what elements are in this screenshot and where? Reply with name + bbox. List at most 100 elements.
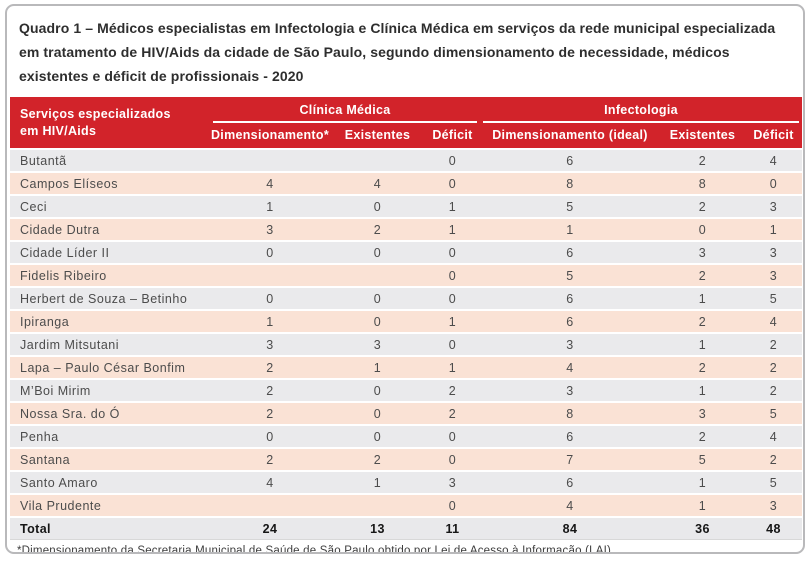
- value-cell: 2: [745, 355, 803, 379]
- value-cell: 0: [425, 263, 481, 287]
- table-row: M’Boi Mirim 2 0 2 3 1 2: [10, 378, 803, 402]
- value-cell: 0: [425, 240, 481, 264]
- value-cell: 1: [480, 217, 661, 241]
- table-row: Ceci 1 0 1 5 2 3: [10, 194, 803, 218]
- value-cell: 3: [480, 378, 661, 402]
- value-cell: 0: [330, 424, 425, 448]
- value-cell: 2: [210, 378, 330, 402]
- value-cell: 2: [425, 401, 481, 425]
- value-cell: 5: [480, 194, 661, 218]
- value-cell: 36: [660, 516, 746, 540]
- value-cell: 2: [330, 217, 425, 241]
- value-cell: 7: [480, 447, 661, 471]
- value-cell: 1: [660, 286, 746, 310]
- value-cell: 6: [480, 470, 661, 494]
- quadro-1-table: Serviços especializados em HIV/Aids Clín…: [10, 97, 803, 540]
- table-row: Campos Elíseos 4 4 0 8 8 0: [10, 171, 803, 195]
- header-subcolumn-row: Dimensionamento* Existentes Déficit Dime…: [10, 123, 803, 149]
- value-cell: 0: [330, 194, 425, 218]
- value-cell: 6: [480, 240, 661, 264]
- value-cell: 0: [425, 332, 481, 356]
- value-cell: 5: [660, 447, 746, 471]
- value-cell: 0: [425, 286, 481, 310]
- title-line: em tratamento de HIV/Aids da cidade de S…: [19, 44, 730, 60]
- group-label: Clínica Médica: [213, 103, 478, 123]
- title-line: existentes e déficit de profissionais - …: [19, 68, 304, 84]
- value-cell: 3: [745, 493, 803, 517]
- service-name-cell: Ipiranga: [10, 309, 210, 333]
- value-cell: 1: [210, 309, 330, 333]
- value-cell: 0: [210, 286, 330, 310]
- row-header-services: Serviços especializados em HIV/Aids: [10, 97, 210, 149]
- value-cell: 8: [480, 171, 661, 195]
- value-cell: 0: [425, 424, 481, 448]
- value-cell: 4: [745, 424, 803, 448]
- table-row: Vila Prudente 0 4 1 3: [10, 493, 803, 517]
- table-row: Santo Amaro 4 1 3 6 1 5: [10, 470, 803, 494]
- value-cell: 3: [480, 332, 661, 356]
- value-cell: [330, 493, 425, 517]
- value-cell: 3: [660, 240, 746, 264]
- column-header-inf-dimensionamento: Dimensionamento (ideal): [480, 123, 661, 149]
- table-row: Penha 0 0 0 6 2 4: [10, 424, 803, 448]
- value-cell: 8: [660, 171, 746, 195]
- value-cell: 6: [480, 148, 661, 172]
- group-header-clinica-medica: Clínica Médica: [210, 97, 481, 123]
- value-cell: 0: [425, 447, 481, 471]
- column-header-inf-existentes: Existentes: [660, 123, 746, 149]
- service-name-cell: Fidelis Ribeiro: [10, 263, 210, 287]
- table-row: Jardim Mitsutani 3 3 0 3 1 2: [10, 332, 803, 356]
- table-row: Butantã 0 6 2 4: [10, 148, 803, 172]
- table-row: Cidade Dutra 3 2 1 1 0 1: [10, 217, 803, 241]
- table-row: Herbert de Souza – Betinho 0 0 0 6 1 5: [10, 286, 803, 310]
- value-cell: 24: [210, 516, 330, 540]
- value-cell: 3: [745, 263, 803, 287]
- value-cell: 0: [330, 309, 425, 333]
- table-body: Butantã 0 6 2 4 Campos Elíseos 4 4 0 8 8 0 Ceci 1 0 1 5 2…: [10, 148, 803, 540]
- group-label: Infectologia: [483, 103, 800, 123]
- value-cell: 2: [660, 263, 746, 287]
- value-cell: 3: [425, 470, 481, 494]
- value-cell: 2: [210, 447, 330, 471]
- value-cell: 2: [660, 355, 746, 379]
- value-cell: [210, 148, 330, 172]
- value-cell: 0: [330, 378, 425, 402]
- value-cell: 13: [330, 516, 425, 540]
- value-cell: 0: [330, 286, 425, 310]
- table-footnote: *Dimensionamento da Secretaria Municipal…: [17, 545, 611, 554]
- column-header-cm-existentes: Existentes: [330, 123, 425, 149]
- header-group-row: Serviços especializados em HIV/Aids Clín…: [10, 97, 803, 149]
- table-row: Cidade Líder II 0 0 0 6 3 3: [10, 240, 803, 264]
- value-cell: 0: [330, 240, 425, 264]
- table-title: Quadro 1 – Médicos especialistas em Infe…: [19, 16, 792, 88]
- value-cell: 5: [745, 286, 803, 310]
- value-cell: 2: [425, 378, 481, 402]
- value-cell: 4: [210, 470, 330, 494]
- value-cell: 4: [745, 148, 803, 172]
- value-cell: 0: [330, 401, 425, 425]
- value-cell: 2: [210, 355, 330, 379]
- service-name-cell: Butantã: [10, 148, 210, 172]
- value-cell: 3: [745, 194, 803, 218]
- value-cell: 3: [745, 240, 803, 264]
- value-cell: [330, 263, 425, 287]
- value-cell: 4: [210, 171, 330, 195]
- value-cell: 1: [660, 332, 746, 356]
- value-cell: 0: [745, 171, 803, 195]
- value-cell: 2: [660, 194, 746, 218]
- value-cell: 2: [745, 378, 803, 402]
- value-cell: 48: [745, 516, 803, 540]
- value-cell: 0: [425, 171, 481, 195]
- value-cell: 1: [425, 355, 481, 379]
- title-line: Quadro 1 – Médicos especialistas em Infe…: [19, 20, 776, 36]
- value-cell: 4: [480, 355, 661, 379]
- value-cell: 1: [210, 194, 330, 218]
- column-header-cm-deficit: Déficit: [425, 123, 481, 149]
- value-cell: 0: [425, 148, 481, 172]
- value-cell: 2: [660, 309, 746, 333]
- value-cell: 1: [660, 470, 746, 494]
- service-name-cell: Herbert de Souza – Betinho: [10, 286, 210, 310]
- value-cell: 11: [425, 516, 481, 540]
- total-row: Total 24 13 11 84 36 48: [10, 516, 803, 540]
